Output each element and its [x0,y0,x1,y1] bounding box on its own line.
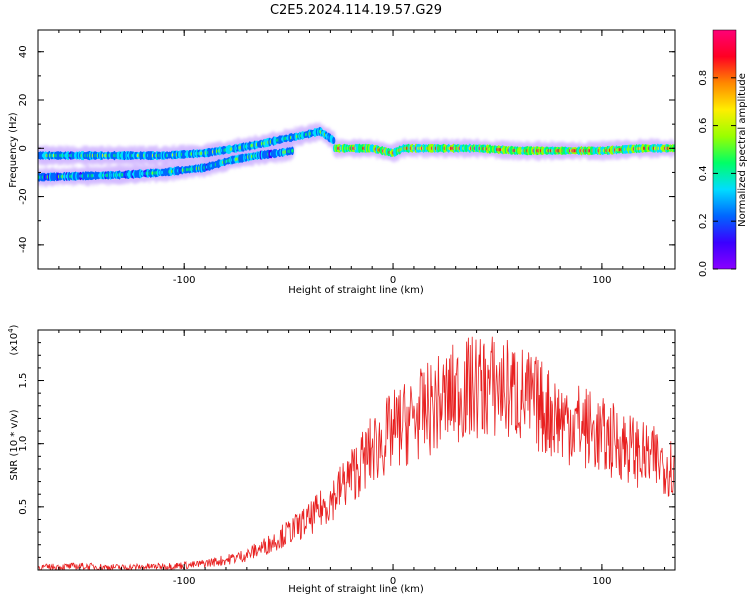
spectrogram-frame [37,29,676,270]
snr-ylabel: SNR (10 * v/v) [9,409,20,480]
snr-ticks: -100 0 100 0.5 1.0 1.5 [18,330,675,587]
spectrogram-ylabel: Frequency (Hz) [8,112,19,188]
spectrogram-panel: -100 0 100 -40 -20 0 20 40 Height of straight l… [8,29,676,296]
x-tick-label: 100 [592,275,611,286]
colorbar-tick-label: 0.4 [698,165,709,181]
spectrogram-ridge [38,126,336,161]
snr-multiplier-close: ) [9,324,20,328]
spectrogram-heatmap [38,121,675,188]
colorbar-label: Normalized spectral amplitude [737,73,748,227]
y-tick-label: 0 [18,145,29,151]
y-tick-label: -40 [18,237,29,253]
spectrogram-xlabel: Height of straight line (km) [288,285,424,296]
y-tick-label: 1.5 [18,373,29,389]
spectrogram-ticks: -100 0 100 -40 -20 0 20 40 [18,30,675,286]
snr-multiplier-exp: 4 [7,328,15,333]
y-tick-label: 40 [18,45,29,58]
snr-multiplier: (x104) [7,324,20,355]
spectrogram-ridge [38,146,294,182]
x-tick-label: 100 [592,576,611,587]
colorbar-tick-label: 0.6 [698,118,709,134]
snr-frame [37,329,676,571]
y-tick-label: 20 [18,94,29,107]
y-tick-label: 0.5 [18,499,29,515]
figure-title: C2E5.2024.114.19.57.G29 [270,3,442,18]
colorbar-tick-label: 0.0 [698,261,709,277]
y-tick-label: 1.0 [18,436,29,452]
snr-xlabel: Height of straight line (km) [288,584,424,595]
spectrogram-cell [332,136,336,145]
snr-series-line [38,336,675,570]
snr-panel: -100 0 100 0.5 1.0 1.5 Height of straight lin… [7,324,676,595]
colorbar-gradient [712,29,737,270]
colorbar: 0.0 0.2 0.4 0.6 0.8 Normalized spectral ampl… [698,29,748,277]
spectrogram-ridge [332,143,675,158]
x-tick-label: 0 [390,275,396,286]
spectrogram-core [291,148,294,153]
x-tick-label: -100 [173,275,196,286]
colorbar-tick-label: 0.8 [698,70,709,86]
x-tick-label: -100 [173,576,196,587]
colorbar-tick-label: 0.2 [698,213,709,229]
y-tick-label: -20 [18,188,29,204]
colorbar-ticks: 0.0 0.2 0.4 0.6 0.8 [698,70,736,277]
snr-multiplier-base: (x10 [9,333,20,356]
x-tick-label: 0 [390,576,396,587]
svg-text:(x104): (x104) [7,324,20,355]
